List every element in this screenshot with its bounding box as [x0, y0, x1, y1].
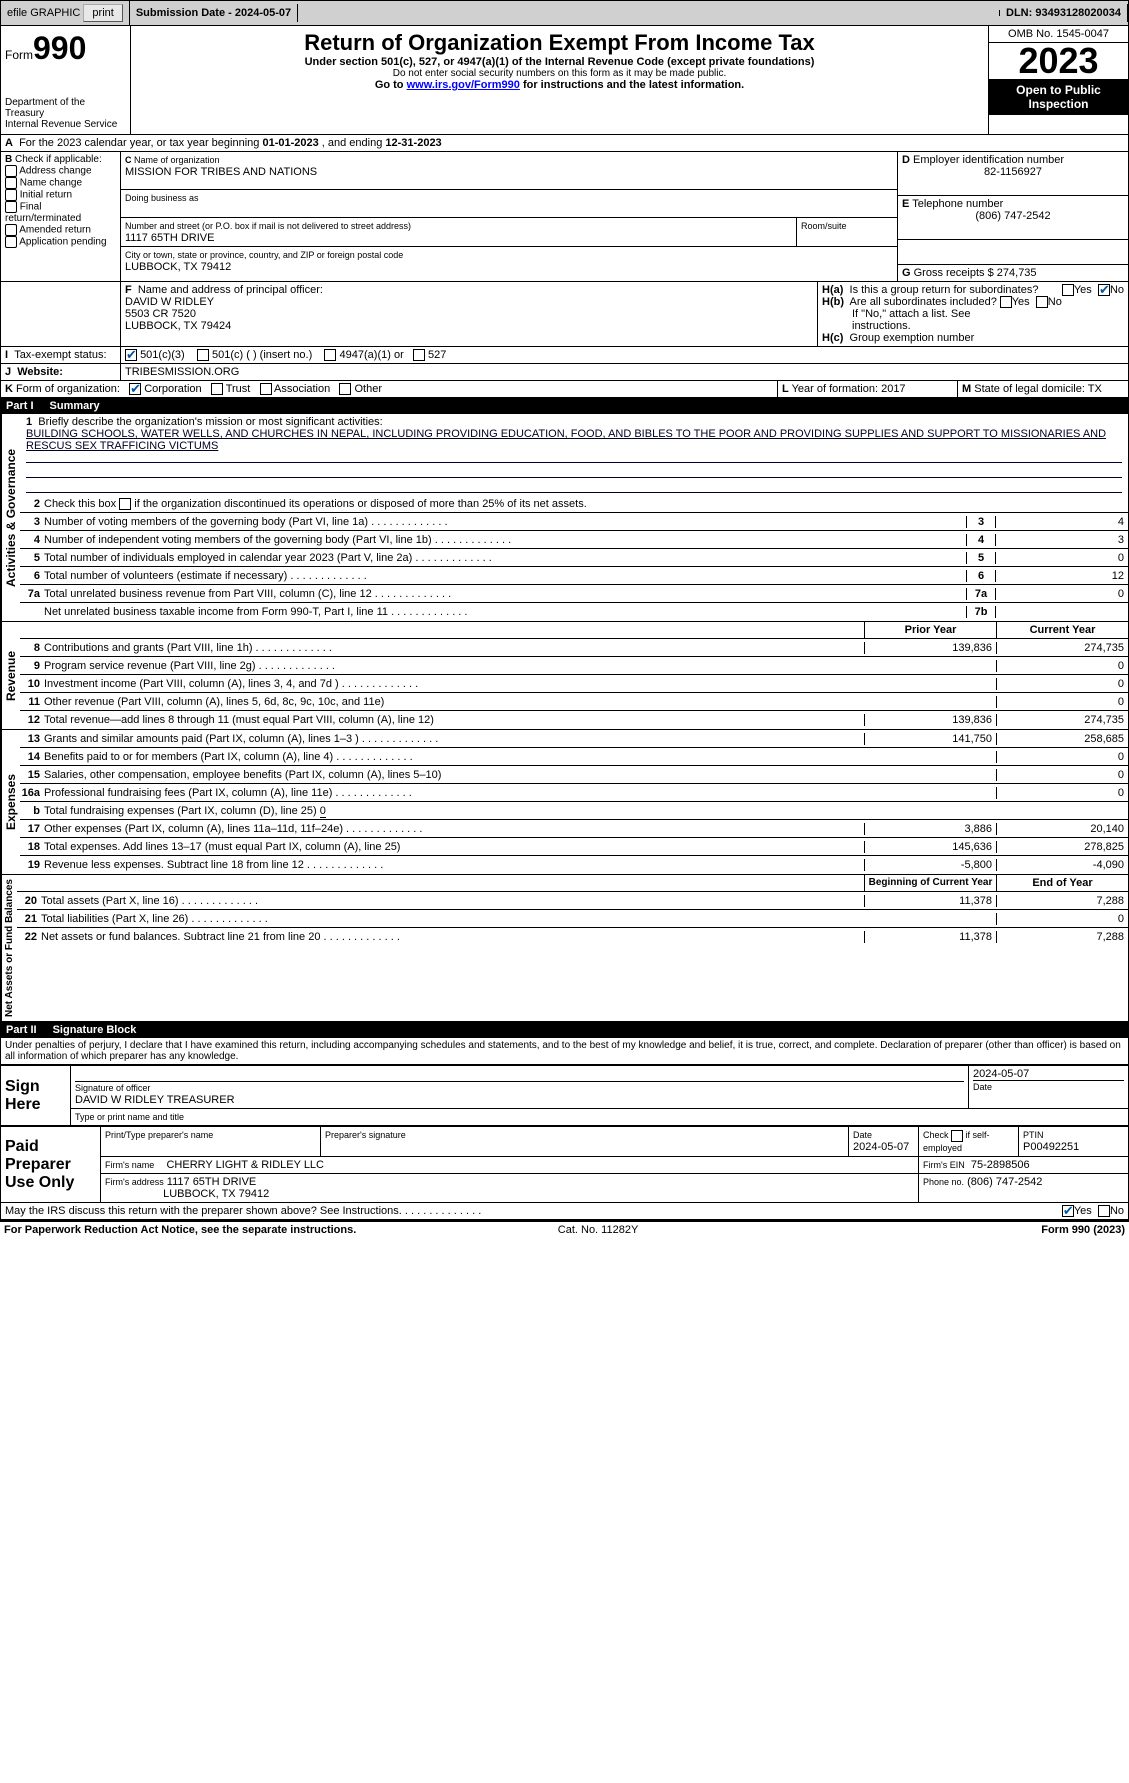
chk-final-return[interactable]: [5, 201, 17, 213]
chk-self-emp[interactable]: [951, 1130, 963, 1142]
chk-hb-yes[interactable]: [1000, 296, 1012, 308]
chk-app-pending[interactable]: [5, 236, 17, 248]
chk-address-change[interactable]: [5, 165, 17, 177]
telephone: (806) 747-2542: [902, 210, 1124, 222]
department: Department of the Treasury Internal Reve…: [5, 97, 126, 130]
revenue-block: Revenue Prior YearCurrent Year 8Contribu…: [0, 622, 1129, 730]
topbar-spacer: [298, 10, 1000, 16]
chk-4947[interactable]: [324, 349, 336, 361]
entity-block: B Check if applicable: Address change Na…: [0, 152, 1129, 282]
j-block: J Website: TRIBESMISSION.ORG: [0, 364, 1129, 381]
officer-name: DAVID W RIDLEY: [125, 296, 214, 308]
side-activities: Activities & Governance: [1, 414, 20, 621]
i-block: I Tax-exempt status: 501(c)(3) 501(c) ( …: [0, 347, 1129, 364]
perjury-text: Under penalties of perjury, I declare th…: [0, 1038, 1129, 1065]
submission-date: Submission Date - 2024-05-07: [130, 4, 298, 22]
ein: 82-1156927: [902, 166, 1124, 178]
city-state-zip: LUBBOCK, TX 79412: [125, 261, 231, 273]
chk-other[interactable]: [339, 383, 351, 395]
side-expenses: Expenses: [1, 730, 20, 874]
footer: For Paperwork Reduction Act Notice, see …: [0, 1220, 1129, 1238]
subtitle-2: Do not enter social security numbers on …: [135, 68, 984, 79]
dln: DLN: 93493128020034: [1000, 4, 1128, 22]
side-revenue: Revenue: [1, 622, 20, 729]
expenses-block: Expenses 13Grants and similar amounts pa…: [0, 730, 1129, 875]
chk-hb-no[interactable]: [1036, 296, 1048, 308]
header-right: OMB No. 1545-0047 2023 Open to Public In…: [988, 26, 1128, 134]
chk-501c[interactable]: [197, 349, 209, 361]
form-title: Return of Organization Exempt From Incom…: [135, 30, 984, 56]
efile-cell: efile GRAPHIC print: [1, 1, 130, 25]
website: TRIBESMISSION.ORG: [121, 364, 1128, 380]
form-number: 990: [33, 30, 86, 66]
klm-block: K Form of organization: Corporation Trus…: [0, 381, 1129, 398]
header-left: Form990 Department of the Treasury Inter…: [1, 26, 131, 134]
sign-here-table: Sign Here Signature of officer DAVID W R…: [0, 1065, 1129, 1126]
chk-trust[interactable]: [211, 383, 223, 395]
topbar: efile GRAPHIC print Submission Date - 20…: [0, 0, 1129, 26]
paid-preparer-table: Paid Preparer Use Only Print/Type prepar…: [0, 1126, 1129, 1203]
netassets-block: Net Assets or Fund Balances Beginning of…: [0, 875, 1129, 1022]
org-name: MISSION FOR TRIBES AND NATIONS: [125, 166, 317, 178]
chk-discontinued[interactable]: [119, 498, 131, 510]
part-i-bar: Part I Summary: [0, 398, 1129, 414]
chk-ha-no[interactable]: [1098, 284, 1110, 296]
line-a: A For the 2023 calendar year, or tax yea…: [0, 135, 1129, 152]
chk-discuss-yes[interactable]: [1062, 1205, 1074, 1217]
fh-block: F Name and address of principal officer:…: [0, 282, 1129, 347]
box-deg: D Employer identification number 82-1156…: [898, 152, 1128, 281]
box-c: C Name of organization MISSION FOR TRIBE…: [121, 152, 898, 281]
chk-discuss-no[interactable]: [1098, 1205, 1110, 1217]
tax-year: 2023: [989, 43, 1128, 79]
header-mid: Return of Organization Exempt From Incom…: [131, 26, 988, 134]
chk-initial-return[interactable]: [5, 189, 17, 201]
gross-receipts: 274,735: [997, 267, 1037, 279]
form-header: Form990 Department of the Treasury Inter…: [0, 26, 1129, 135]
form-prefix: Form: [5, 48, 33, 62]
chk-name-change[interactable]: [5, 177, 17, 189]
open-inspection: Open to Public Inspection: [989, 79, 1128, 115]
chk-527[interactable]: [413, 349, 425, 361]
chk-corp[interactable]: [129, 383, 141, 395]
street: 1117 65TH DRIVE: [125, 232, 214, 244]
mission-text: BUILDING SCHOOLS, WATER WELLS, AND CHURC…: [26, 428, 1106, 452]
chk-501c3[interactable]: [125, 349, 137, 361]
efile-label: efile GRAPHIC: [7, 7, 80, 19]
discuss-row: May the IRS discuss this return with the…: [0, 1203, 1129, 1220]
box-b: B Check if applicable: Address change Na…: [1, 152, 121, 281]
subtitle-1: Under section 501(c), 527, or 4947(a)(1)…: [135, 56, 984, 68]
part-ii-bar: Part II Signature Block: [0, 1022, 1129, 1038]
irs-link[interactable]: www.irs.gov/Form990: [407, 79, 520, 91]
summary-block: Activities & Governance 1 Briefly descri…: [0, 414, 1129, 622]
chk-amended[interactable]: [5, 224, 17, 236]
subtitle-3: Go to www.irs.gov/Form990 for instructio…: [135, 79, 984, 91]
side-netassets: Net Assets or Fund Balances: [1, 875, 17, 1021]
chk-assoc[interactable]: [260, 383, 272, 395]
chk-ha-yes[interactable]: [1062, 284, 1074, 296]
print-button[interactable]: print: [83, 4, 122, 22]
